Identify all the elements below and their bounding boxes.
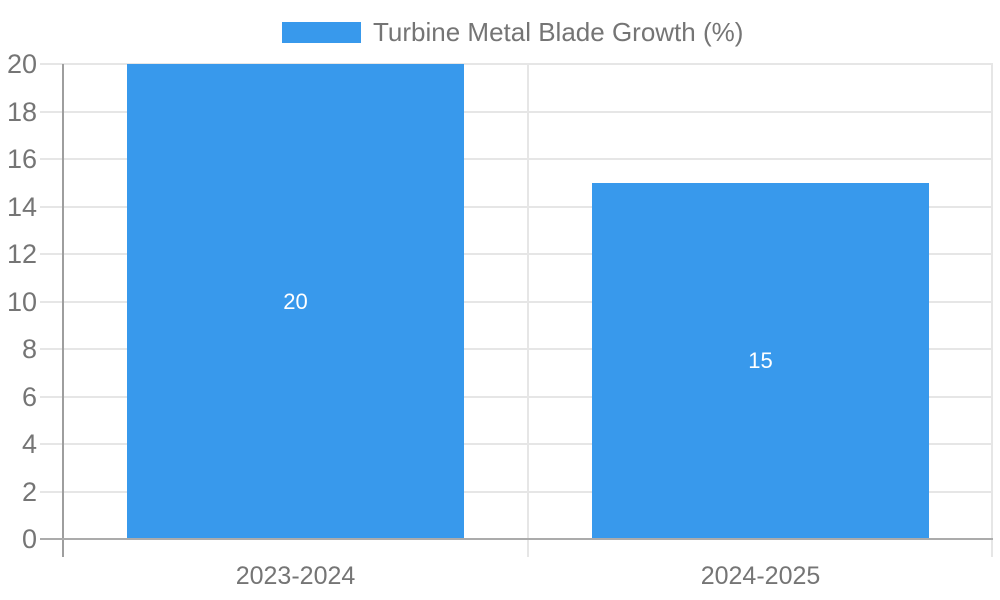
y-tick-label: 2 (21, 476, 37, 507)
y-tick-label: 14 (6, 191, 37, 222)
legend-item[interactable]: Turbine Metal Blade Growth (%) (282, 17, 744, 47)
y-gridline (40, 490, 993, 493)
y-gridline (40, 63, 993, 65)
y-gridline (40, 300, 993, 303)
bar-value-label: 20 (283, 288, 308, 314)
y-axis-line (62, 64, 64, 557)
legend-swatch (282, 22, 361, 43)
x-tick-label: 2023-2024 (235, 562, 356, 590)
y-tick-label: 18 (6, 96, 37, 127)
y-tick-label: 10 (6, 286, 37, 317)
y-gridline (40, 110, 993, 113)
y-gridline (40, 205, 993, 208)
bar-value-label: 15 (748, 347, 773, 373)
x-axis-baseline-top (40, 538, 993, 540)
y-tick-label: 20 (6, 49, 37, 79)
y-tick-label: 16 (6, 144, 37, 174)
y-gridline (40, 158, 993, 160)
x-tick-label: 2024-2025 (700, 562, 821, 590)
category-divider-line (527, 64, 529, 557)
y-tick-label: 12 (6, 239, 37, 269)
y-tick-label: 6 (21, 381, 37, 412)
y-gridline (40, 395, 993, 398)
y-tick-label: 0 (21, 524, 37, 554)
bar-2024-2025[interactable] (592, 182, 929, 539)
y-gridline (40, 253, 993, 255)
y-gridline (40, 348, 993, 350)
y-gridline (40, 443, 993, 445)
bar-2023-2024[interactable] (127, 64, 464, 539)
y-tick-label: 4 (21, 429, 37, 459)
y-tick-label: 8 (21, 334, 37, 364)
plot-right-border (991, 64, 993, 557)
legend-label: Turbine Metal Blade Growth (%) (373, 17, 744, 47)
